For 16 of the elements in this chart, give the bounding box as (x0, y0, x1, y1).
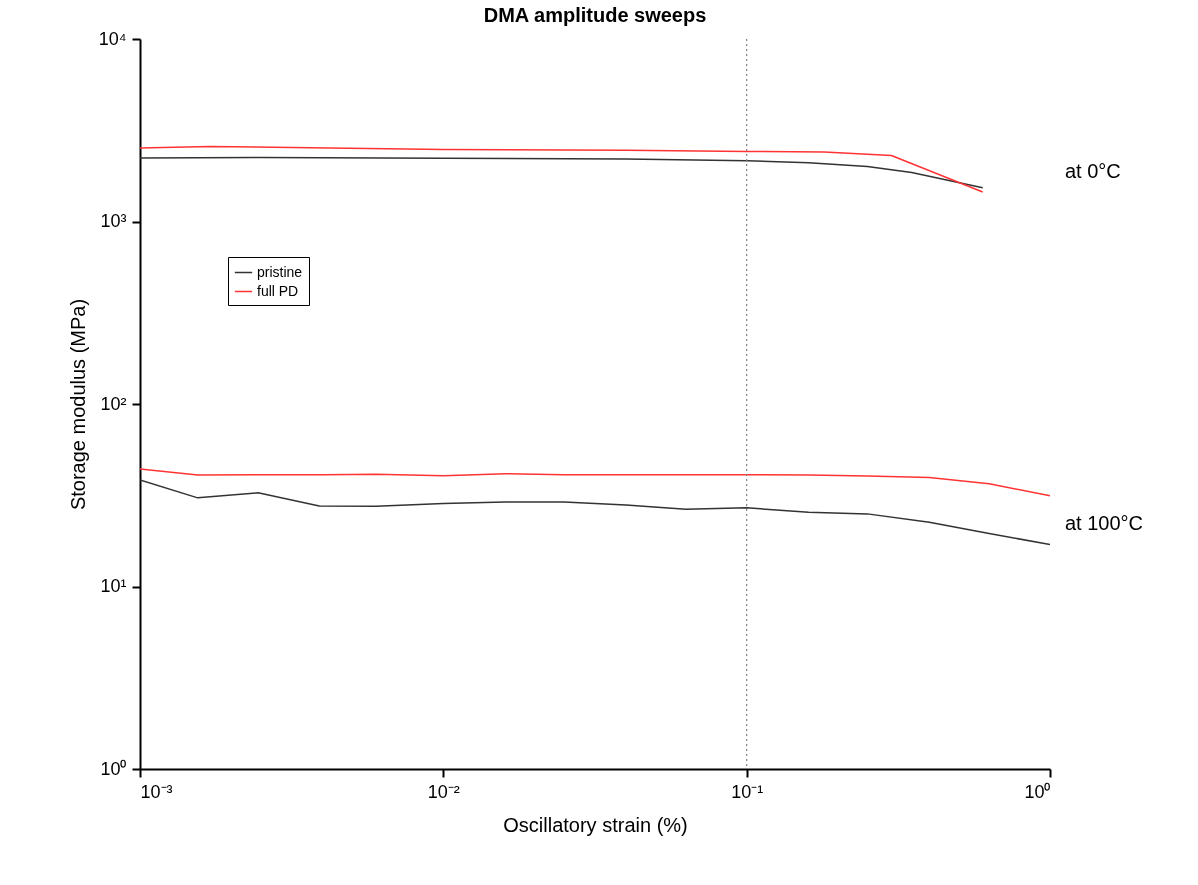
y-tick-label: 10⁴ (98, 28, 127, 49)
y-tick-label: 10⁰ (100, 758, 127, 779)
x-tick-label: 10⁻¹ (731, 781, 764, 802)
legend-label: pristine (257, 263, 303, 280)
y-tick-label: 10² (100, 393, 127, 414)
x-tick-label: 10⁻³ (140, 781, 173, 802)
x-tick-label: 10⁰ (1024, 781, 1051, 802)
y-tick-label: 10³ (100, 211, 127, 231)
x-axis-title: Oscillatory strain (%) (503, 813, 688, 836)
y-axis-title: Storage modulus (MPa) (66, 298, 89, 511)
text: at 100°C (1065, 512, 1144, 534)
legend-label: full PD (257, 282, 299, 299)
x-tick-label: 10⁻² (427, 781, 460, 802)
chart-title: DMA amplitude sweeps (483, 4, 707, 26)
y-tick-label: 10¹ (100, 576, 127, 596)
text: at 0°C (1065, 160, 1121, 182)
